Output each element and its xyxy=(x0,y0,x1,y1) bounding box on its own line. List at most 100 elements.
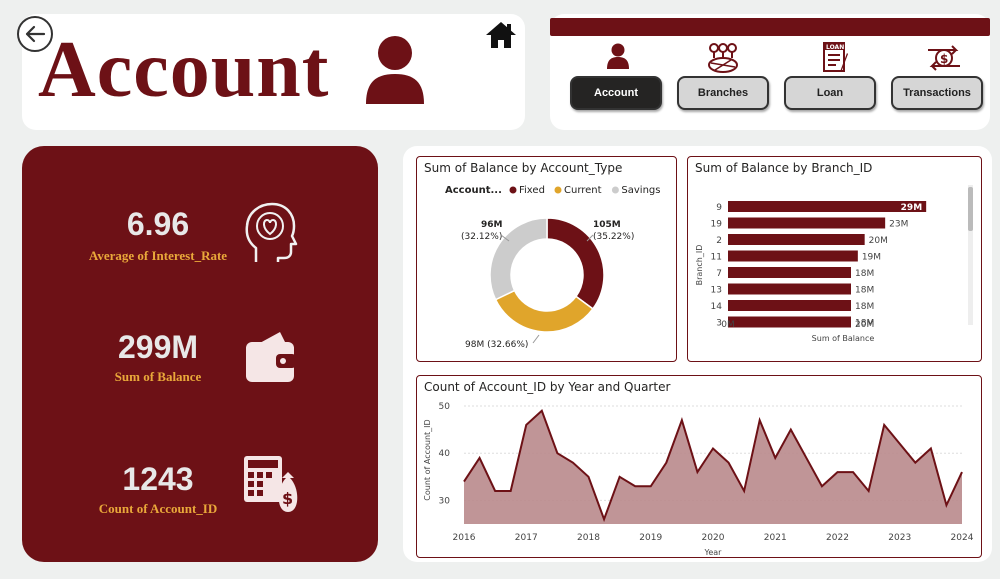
transactions-icon: $ xyxy=(924,42,964,78)
branches-icon xyxy=(706,42,740,78)
legend-marker-current xyxy=(554,186,562,194)
donut-label-fixed-pct: (35.22%) xyxy=(593,232,634,242)
area-chart-card[interactable]: Count of Account_ID by Year and Quarter … xyxy=(416,375,982,558)
bar-9 xyxy=(728,201,927,212)
bar-y-axis-label: Branch_ID xyxy=(695,245,704,286)
kpi-panel: 6.96 Average of Interest_Rate 299M Sum o… xyxy=(22,146,378,562)
kpi-balance-value: 299M xyxy=(117,329,199,365)
donut-label-fixed-value: 105M xyxy=(593,220,621,230)
donut-slice-savings xyxy=(489,217,548,301)
area-chart: Count of Account_ID Year 30 40 50 2016 2017… xyxy=(423,402,974,557)
bar-x-tick-label: 0M xyxy=(721,320,735,330)
head-heart-icon xyxy=(242,202,298,270)
bar-chart-title: Sum of Balance by Branch_ID xyxy=(695,161,873,175)
area-x-tick-label: 2020 xyxy=(702,533,725,543)
area-ticks: 2016 2017 2018 2019 2020 2021 2022 2023 2024 xyxy=(453,533,974,543)
legend-label-savings: Savings xyxy=(621,185,660,196)
bar-x-axis-label: Sum of Balance xyxy=(812,334,875,343)
bar-value-label: 18M xyxy=(855,302,874,312)
area-y-tick-label: 40 xyxy=(439,449,451,459)
donut-label-savings-value: 96M xyxy=(481,220,503,230)
bar-13 xyxy=(728,283,851,295)
area-y-axis-label: Count of Account_ID xyxy=(423,419,432,500)
bar-value-label: 18M xyxy=(855,269,874,279)
bar-scroll-track xyxy=(968,185,973,325)
svg-text:$: $ xyxy=(282,489,293,508)
header-panel: Account xyxy=(17,14,525,130)
bar-value-label: 18M xyxy=(855,319,874,329)
bar-value-label: 18M xyxy=(855,286,874,296)
legend-marker-savings xyxy=(611,186,619,194)
loan-icon: LOAN xyxy=(822,42,852,78)
nav-color-bar xyxy=(550,18,990,36)
area-marks xyxy=(463,408,963,524)
bar-14 xyxy=(728,300,851,311)
bar-category-label: 2 xyxy=(716,236,722,246)
navigation-panel: LOAN $ Account Branches Loan Transaction… xyxy=(550,14,990,130)
area-x-tick-label: 2018 xyxy=(577,533,600,543)
nav-loan-button[interactable]: Loan xyxy=(784,76,876,110)
kpi-interest-rate-value: 6.96 xyxy=(126,206,190,242)
bar-7 xyxy=(728,267,851,278)
bar-category-label: 9 xyxy=(716,203,722,213)
area-x-tick-label: 2024 xyxy=(951,533,974,543)
donut-leader-savings xyxy=(500,234,510,242)
bar-value-label: 20M xyxy=(869,236,888,246)
bar-category-label: 7 xyxy=(716,269,722,279)
back-button[interactable] xyxy=(17,16,53,52)
user-icon xyxy=(606,42,630,74)
area-y-tick-label: 50 xyxy=(439,402,451,412)
donut-chart: Account... Fixed Current Savings 105M (35.2… xyxy=(445,185,660,350)
svg-text:$: $ xyxy=(940,52,948,66)
area-fill xyxy=(464,410,962,524)
donut-label-savings-pct: (32.12%) xyxy=(461,232,502,242)
bar-category-label: 11 xyxy=(711,253,722,263)
area-x-tick-label: 2022 xyxy=(826,533,849,543)
donut-labels: 105M (35.22%) 96M (32.12%) 98M (32.66%) xyxy=(461,220,634,350)
nav-transactions-button[interactable]: Transactions xyxy=(891,76,983,110)
area-x-tick-label: 2023 xyxy=(888,533,911,543)
donut-label-current: 98M (32.66%) xyxy=(465,340,528,350)
bar-value-label: 19M xyxy=(862,253,881,263)
area-y-tick-label: 30 xyxy=(439,496,451,506)
bar-chart-card[interactable]: Sum of Balance by Branch_ID Branch_ID Su… xyxy=(687,156,982,362)
area-x-tick-label: 2021 xyxy=(764,533,787,543)
donut-leader-current xyxy=(532,334,540,344)
area-x-tick-label: 2019 xyxy=(639,533,662,543)
kpi-balance-label: Sum of Balance xyxy=(114,369,202,384)
kpi-count-label: Count of Account_ID xyxy=(98,501,218,516)
donut-legend-title: Account... xyxy=(445,185,502,196)
kpi-count-value: 1243 xyxy=(122,461,194,497)
svg-text:LOAN: LOAN xyxy=(826,44,844,51)
area-line xyxy=(463,408,963,523)
bar-category-label: 13 xyxy=(711,286,722,296)
nav-account-button[interactable]: Account xyxy=(570,76,662,110)
bar-3 xyxy=(728,316,851,328)
donut-leader-fixed xyxy=(586,234,594,242)
wallet-icon xyxy=(242,328,298,390)
area-x-axis-label: Year xyxy=(704,548,723,557)
bar-category-label: 14 xyxy=(711,302,723,312)
legend-label-current: Current xyxy=(564,185,602,196)
bar-value-label: 23M xyxy=(889,220,908,230)
user-icon xyxy=(364,34,426,110)
bar-scrollbar xyxy=(968,187,973,231)
bar-value-label: 29M xyxy=(901,203,923,213)
donut-slices xyxy=(489,217,605,333)
nav-branches-button[interactable]: Branches xyxy=(677,76,769,110)
legend-marker-fixed xyxy=(509,186,517,194)
donut-chart-card[interactable]: Sum of Balance by Account_Type Account..… xyxy=(416,156,677,362)
bar-2 xyxy=(728,234,865,245)
home-icon[interactable] xyxy=(484,20,518,54)
bar-category-label: 19 xyxy=(711,220,723,230)
area-chart-title: Count of Account_ID by Year and Quarter xyxy=(424,380,671,394)
legend-label-fixed: Fixed xyxy=(519,185,545,196)
area-x-tick-label: 2016 xyxy=(453,533,476,543)
charts-panel: Sum of Balance by Account_Type Account..… xyxy=(403,146,992,562)
kpi-interest-rate-label: Average of Interest_Rate xyxy=(88,248,228,263)
donut-legend: Fixed Current Savings xyxy=(509,185,660,196)
page-title: Account xyxy=(38,26,330,114)
arrow-left-icon xyxy=(25,25,46,43)
bar-x-tick-label: 20M xyxy=(855,320,874,330)
calculator-money-icon: $ xyxy=(242,454,304,520)
